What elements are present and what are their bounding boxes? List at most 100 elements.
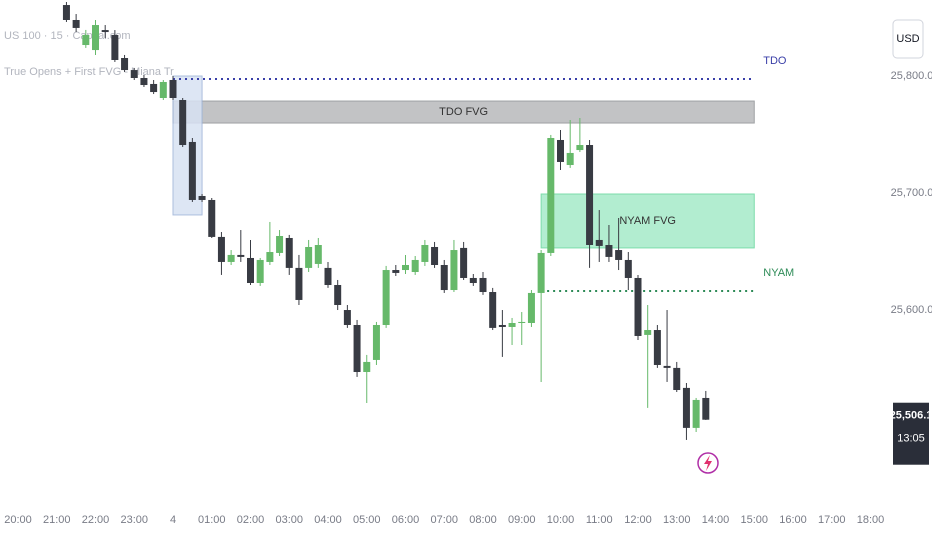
candle-body	[266, 252, 274, 262]
x-tick-label: 18:00	[857, 514, 885, 526]
candle-body	[217, 236, 225, 262]
x-tick-label: 23:00	[120, 514, 148, 526]
x-tick-label: 07:00	[430, 514, 458, 526]
candle-body	[140, 78, 148, 86]
currency-button[interactable]	[892, 19, 924, 59]
y-tick-label: 25,600.0	[891, 304, 932, 316]
candle-body	[663, 365, 671, 368]
x-tick-label: 05:00	[353, 514, 381, 526]
candle-body	[702, 397, 710, 420]
price-tag-label: 25,506.1	[890, 410, 932, 422]
candle-body	[566, 152, 574, 166]
candle-body	[169, 79, 177, 98]
candle-body	[295, 267, 303, 300]
candle-body	[130, 70, 138, 79]
candle-body	[382, 270, 390, 325]
candle-body	[101, 30, 109, 33]
candle-body	[237, 254, 245, 257]
candle-body	[372, 324, 380, 360]
x-tick-label: 06:00	[392, 514, 420, 526]
candle-body	[159, 81, 167, 98]
zone-label: TDO FVG	[439, 106, 488, 118]
zone	[172, 75, 203, 216]
candle-body	[402, 264, 409, 271]
candle-body	[82, 34, 90, 46]
candle-body	[557, 139, 564, 162]
candle-body	[595, 239, 603, 246]
candle-body	[615, 250, 623, 260]
candle-body	[586, 145, 594, 245]
candle-body	[440, 264, 448, 291]
x-tick-label: 4	[170, 514, 176, 526]
candle-body	[469, 277, 477, 284]
candle-body	[692, 399, 700, 428]
x-tick-label: 01:00	[198, 514, 226, 526]
price-tag	[893, 402, 929, 465]
candle-body	[537, 252, 545, 293]
candle-body	[489, 292, 497, 328]
x-tick-label: 03:00	[275, 514, 303, 526]
countdown-label: 13:05	[897, 433, 925, 445]
x-tick-label: 12:00	[624, 514, 652, 526]
x-tick-label: 04:00	[314, 514, 342, 526]
candle-body	[353, 324, 361, 373]
candle-body	[547, 137, 555, 253]
x-tick-label: 09:00	[508, 514, 536, 526]
candle-body	[111, 34, 119, 60]
candle-body	[92, 25, 99, 51]
level-label: NYAM	[763, 267, 794, 279]
candle-body	[256, 259, 264, 284]
x-tick-label: 10:00	[547, 514, 575, 526]
candle-body	[460, 247, 468, 278]
x-tick-label: 17:00	[818, 514, 846, 526]
x-tick-label: 15:00	[740, 514, 768, 526]
candle-body	[450, 250, 458, 291]
candle-body	[498, 324, 506, 327]
candle-body	[605, 245, 613, 257]
candle-body	[411, 259, 419, 273]
alert-bolt	[704, 455, 712, 471]
candle-body	[421, 245, 429, 262]
candle-body	[72, 19, 80, 28]
x-tick-label: 08:00	[469, 514, 497, 526]
candle-body	[334, 284, 342, 305]
x-tick-label: 20:00	[4, 514, 32, 526]
candle-body	[314, 245, 322, 264]
alert-icon	[697, 452, 719, 474]
candle-body	[508, 323, 516, 327]
candle-body	[121, 58, 129, 71]
candle-body	[673, 367, 681, 391]
candle-body	[653, 330, 661, 365]
candle-body	[62, 5, 70, 20]
x-tick-label: 16:00	[779, 514, 807, 526]
background-layer: TDO FVG NYAM FVG TDO NYAM	[172, 55, 794, 292]
candle-body	[527, 292, 535, 324]
candle-body	[343, 310, 351, 325]
candle-body	[324, 267, 332, 285]
candle-body	[276, 235, 284, 253]
candle-body	[363, 361, 371, 373]
x-tick-label: 14:00	[702, 514, 730, 526]
candle-body	[150, 83, 158, 93]
candle-body	[392, 270, 400, 273]
level-label: TDO	[763, 55, 787, 67]
y-tick-label: 25,700.0	[891, 187, 932, 199]
candle-body	[285, 237, 293, 268]
candle-body	[576, 145, 584, 151]
candle-body	[682, 387, 690, 428]
candle-body	[247, 257, 254, 284]
currency-label: USD	[896, 33, 919, 45]
x-tick-label: 11:00	[586, 514, 613, 526]
x-tick-label: 02:00	[237, 514, 265, 526]
candle-body	[208, 199, 216, 237]
candle-body	[518, 321, 526, 324]
candle-body	[305, 246, 313, 268]
candle-body	[179, 99, 187, 146]
candle-body	[479, 277, 487, 293]
x-tick-label: 22:00	[82, 514, 110, 526]
candle-body	[634, 277, 642, 336]
x-tick-label: 21:00	[43, 514, 71, 526]
candle-body	[431, 246, 439, 265]
y-tick-label: 25,800.0	[891, 70, 932, 82]
zone	[540, 193, 755, 249]
